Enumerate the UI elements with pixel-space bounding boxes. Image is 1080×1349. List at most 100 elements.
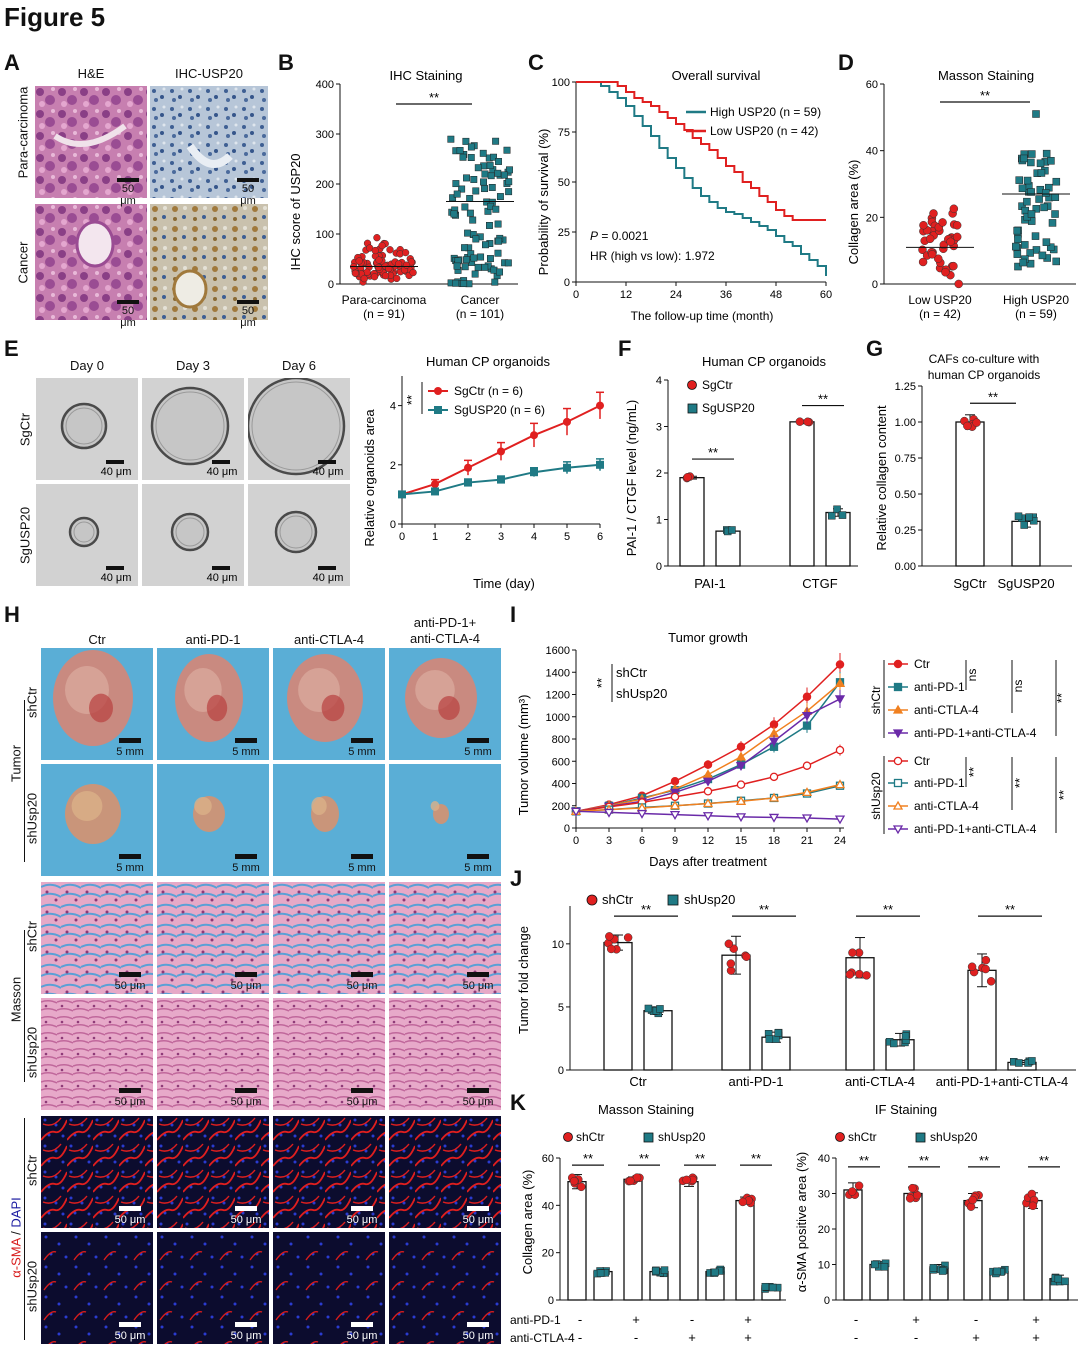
g-title1: CAFs co-culture with xyxy=(929,352,1040,366)
k-signs: - - + - - + + + - - + - - + + + xyxy=(578,1312,1040,1345)
i-ytick: 1000 xyxy=(546,712,570,724)
k-sign: + xyxy=(632,1312,640,1327)
k-ylabel2: α-SMA positive area (%) xyxy=(794,1152,809,1292)
b-dot xyxy=(401,248,410,257)
h-group-tumor: Tumor xyxy=(8,744,24,783)
b-dot xyxy=(402,261,411,269)
k-dot xyxy=(908,1183,917,1193)
panel-g-label: G xyxy=(866,336,884,361)
svg-text:5 mm: 5 mm xyxy=(116,862,144,874)
d-dot xyxy=(1052,257,1060,266)
e-organoid-image: 40 μm xyxy=(142,378,244,480)
e-point xyxy=(431,480,439,489)
i-point xyxy=(834,815,846,825)
k-dot xyxy=(738,1197,748,1207)
c-axis: 0 25 50 75 100 0 12 24 36 48 60 xyxy=(552,77,832,301)
c-xtick: 60 xyxy=(820,289,832,301)
f-dot xyxy=(728,526,736,534)
i-xtick: 3 xyxy=(606,835,612,847)
k-sign: - xyxy=(578,1330,582,1345)
b-dot xyxy=(495,158,502,165)
d-dot xyxy=(1026,259,1035,268)
f-sig: ** xyxy=(818,392,828,407)
h-row-label: shCtr xyxy=(24,686,40,719)
chart-i: Tumor growth Tumor volume (mm³) Days aft… xyxy=(516,630,1071,869)
b-dot xyxy=(464,229,472,237)
k-leg2a: shUsp20 xyxy=(658,1130,706,1144)
c-ylabel: Probability of survival (%) xyxy=(536,129,551,276)
e-organoid-image: 40 μm xyxy=(248,378,350,480)
h-row-label: shUsp20 xyxy=(24,1026,40,1079)
h-row-label: shCtr xyxy=(24,1154,40,1187)
b-dot xyxy=(360,274,368,283)
e-axis: 0 2 4 0 1 2 3 4 5 6 xyxy=(390,376,603,543)
e-xtick: 6 xyxy=(597,531,603,543)
c-xtick: 24 xyxy=(670,289,682,301)
g-bars: ** xyxy=(955,389,1041,567)
i-xtick: 6 xyxy=(639,835,645,847)
panel-f-label: F xyxy=(618,336,632,361)
g-cat1: SgCtr xyxy=(953,576,987,591)
i-point xyxy=(702,798,714,808)
f-dot xyxy=(833,505,841,514)
e-organoid-image: 40 μm xyxy=(142,484,244,586)
j-dot xyxy=(605,932,614,941)
d-ytick: 60 xyxy=(866,79,878,91)
a-he-cancer-image xyxy=(35,204,147,320)
i-legend-marker xyxy=(892,704,904,714)
j-dot xyxy=(862,971,871,980)
panel-a-label: A xyxy=(4,50,20,75)
e-chart-title: Human CP organoids xyxy=(426,354,551,369)
h-masson2-image: 50 μm xyxy=(389,998,501,1110)
i-ytick: 0 xyxy=(564,823,570,835)
j-dot xyxy=(623,933,633,942)
k-dot xyxy=(569,1176,579,1186)
k1-ytick: 20 xyxy=(542,1248,554,1260)
b-dot xyxy=(467,143,475,151)
k-sig: ** xyxy=(1039,1153,1049,1168)
i-point xyxy=(670,792,680,802)
j-dot xyxy=(656,1005,664,1013)
j-bars: ** Ctr ** anti-PD-1 ** anti-CTLA-4 ** anti-PD-1… xyxy=(603,902,1068,1089)
d-dot xyxy=(919,220,928,230)
e-point xyxy=(530,431,538,440)
b-dot xyxy=(472,235,480,243)
i-point xyxy=(702,769,714,779)
i-point xyxy=(669,811,681,820)
f-dot xyxy=(838,511,847,519)
panel-k-label: K xyxy=(510,1090,526,1115)
i-legend-marker xyxy=(893,682,903,692)
k-bar xyxy=(963,1199,983,1301)
f-ytick: 1 xyxy=(656,515,662,527)
d-dot xyxy=(946,237,955,247)
k-dot xyxy=(596,1269,605,1277)
k-dot xyxy=(711,1268,719,1277)
b-ytick: 100 xyxy=(316,229,334,241)
b-dot xyxy=(474,263,482,271)
b-dot xyxy=(461,244,469,252)
g-ytick: 1.25 xyxy=(895,381,916,393)
j-dot xyxy=(967,962,977,971)
f-leg1-marker xyxy=(687,380,697,390)
d-dots xyxy=(906,110,1070,289)
d-dot xyxy=(1019,258,1027,267)
d-dot xyxy=(1052,177,1061,186)
j-ytick: 0 xyxy=(558,1065,564,1077)
c-ytick: 0 xyxy=(564,277,570,289)
b-n2: (n = 101) xyxy=(456,307,504,321)
f-bar xyxy=(679,476,705,567)
b-dot xyxy=(453,190,461,198)
panel-i-label: I xyxy=(510,602,517,627)
h-if-image: 50 μm xyxy=(41,1116,153,1228)
b-dot xyxy=(462,137,470,145)
k-dot xyxy=(1054,1274,1063,1283)
d-ytick: 0 xyxy=(872,279,878,291)
d-dot xyxy=(1047,157,1055,165)
j-dot xyxy=(742,952,751,961)
b-dot xyxy=(466,209,474,217)
panel-h-label: H xyxy=(4,602,20,627)
k1-ytick: 0 xyxy=(548,1295,554,1307)
b-dot xyxy=(482,241,489,249)
b-dot xyxy=(470,254,478,262)
k-sign: - xyxy=(914,1330,918,1345)
